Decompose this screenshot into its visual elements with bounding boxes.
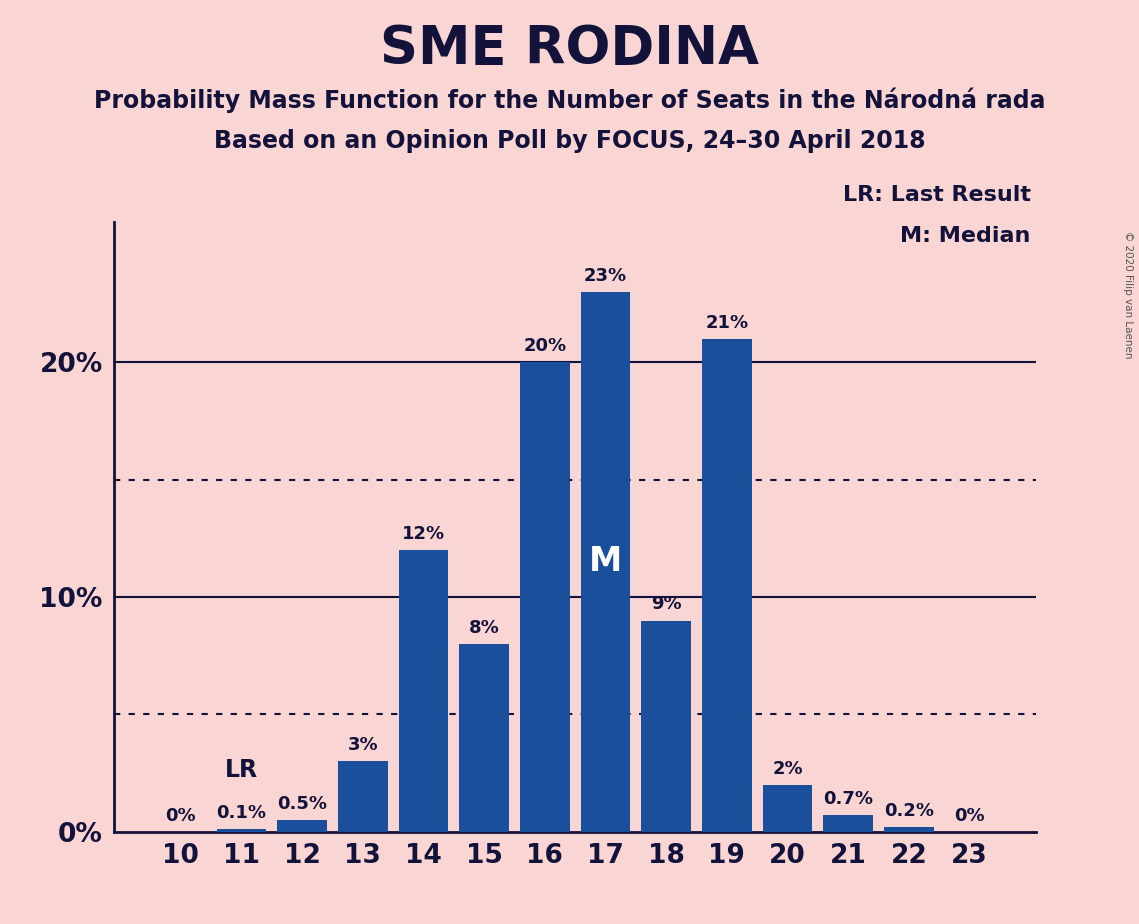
Text: © 2020 Filip van Laenen: © 2020 Filip van Laenen: [1123, 231, 1133, 359]
Text: SME RODINA: SME RODINA: [380, 23, 759, 75]
Text: 0%: 0%: [954, 807, 985, 824]
Bar: [399, 550, 449, 832]
Text: 0.1%: 0.1%: [216, 804, 267, 822]
Text: 20%: 20%: [523, 337, 566, 356]
Text: 0.2%: 0.2%: [884, 802, 934, 820]
Text: 12%: 12%: [402, 525, 445, 543]
Bar: [216, 829, 267, 832]
Text: 21%: 21%: [705, 314, 748, 332]
Text: M: Median: M: Median: [901, 226, 1031, 247]
Text: 0%: 0%: [165, 807, 196, 824]
Text: 3%: 3%: [347, 736, 378, 754]
Bar: [459, 644, 509, 832]
Bar: [521, 362, 570, 832]
Bar: [581, 292, 630, 832]
Bar: [763, 784, 812, 832]
Text: Probability Mass Function for the Number of Seats in the Národná rada: Probability Mass Function for the Number…: [93, 88, 1046, 114]
Bar: [338, 761, 387, 832]
Text: M: M: [589, 545, 622, 578]
Text: LR: Last Result: LR: Last Result: [843, 185, 1031, 205]
Text: Based on an Opinion Poll by FOCUS, 24–30 April 2018: Based on an Opinion Poll by FOCUS, 24–30…: [214, 129, 925, 153]
Bar: [702, 339, 752, 832]
Text: 2%: 2%: [772, 760, 803, 778]
Text: 0.5%: 0.5%: [277, 795, 327, 813]
Text: LR: LR: [224, 759, 257, 783]
Text: 0.7%: 0.7%: [823, 790, 874, 808]
Bar: [884, 827, 934, 832]
Text: 8%: 8%: [469, 619, 500, 637]
Bar: [823, 815, 874, 832]
Text: 9%: 9%: [650, 595, 681, 614]
Bar: [277, 820, 327, 832]
Bar: [641, 621, 691, 832]
Text: 23%: 23%: [584, 267, 628, 286]
